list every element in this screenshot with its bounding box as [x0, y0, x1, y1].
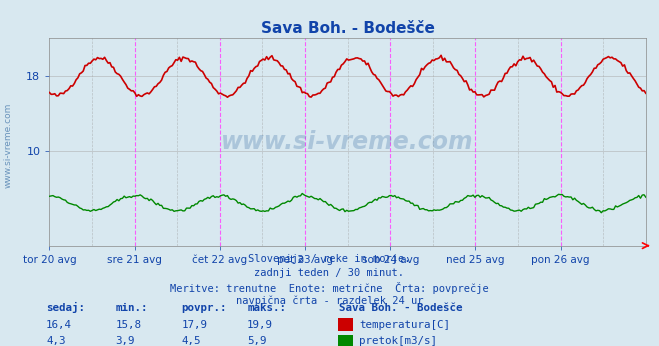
Text: navpična črta - razdelek 24 ur: navpična črta - razdelek 24 ur	[236, 296, 423, 306]
Text: www.si-vreme.com: www.si-vreme.com	[221, 130, 474, 154]
Text: Meritve: trenutne  Enote: metrične  Črta: povprečje: Meritve: trenutne Enote: metrične Črta: …	[170, 282, 489, 294]
Text: povpr.:: povpr.:	[181, 303, 227, 313]
Text: 16,4: 16,4	[46, 320, 72, 330]
Text: 4,3: 4,3	[46, 336, 66, 346]
Text: 19,9: 19,9	[247, 320, 273, 330]
Text: maks.:: maks.:	[247, 303, 286, 313]
Text: 15,8: 15,8	[115, 320, 141, 330]
Text: pretok[m3/s]: pretok[m3/s]	[359, 336, 437, 346]
Text: Slovenija / reke in morje.: Slovenija / reke in morje.	[248, 254, 411, 264]
Text: temperatura[C]: temperatura[C]	[359, 320, 450, 330]
Text: 17,9: 17,9	[181, 320, 207, 330]
Text: sedaj:: sedaj:	[46, 302, 85, 313]
Text: min.:: min.:	[115, 303, 148, 313]
Text: Sava Boh. - Bodešče: Sava Boh. - Bodešče	[339, 303, 463, 313]
Text: 4,5: 4,5	[181, 336, 201, 346]
Text: www.si-vreme.com: www.si-vreme.com	[3, 103, 13, 188]
Text: 3,9: 3,9	[115, 336, 135, 346]
Text: 5,9: 5,9	[247, 336, 267, 346]
Text: zadnji teden / 30 minut.: zadnji teden / 30 minut.	[254, 268, 405, 278]
Title: Sava Boh. - Bodešče: Sava Boh. - Bodešče	[261, 20, 434, 36]
